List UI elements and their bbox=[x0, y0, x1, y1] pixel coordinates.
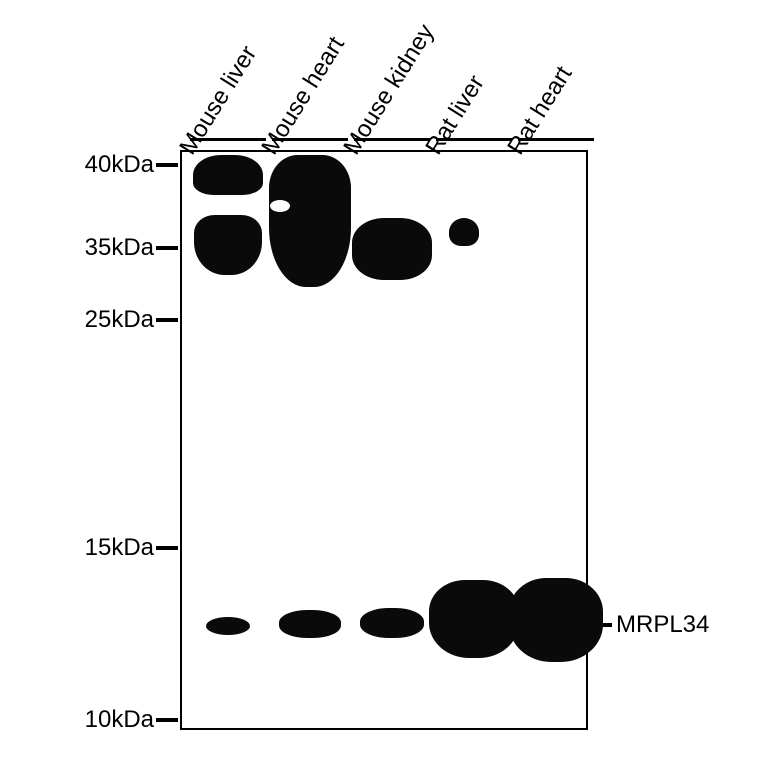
mw-marker-tick bbox=[156, 318, 178, 322]
protein-band bbox=[509, 578, 603, 662]
protein-band bbox=[429, 580, 519, 658]
lane-label: Rat heart bbox=[502, 61, 578, 160]
protein-band bbox=[194, 215, 262, 275]
mw-marker-label: 10kDa bbox=[40, 706, 154, 734]
mw-marker-tick bbox=[156, 163, 178, 167]
protein-band bbox=[270, 200, 290, 212]
mw-marker-tick bbox=[156, 718, 178, 722]
mw-marker-label: 25kDa bbox=[40, 306, 154, 334]
protein-band bbox=[449, 218, 479, 246]
protein-band bbox=[352, 218, 432, 280]
mw-marker-label: 40kDa bbox=[40, 151, 154, 179]
mw-marker-label: 35kDa bbox=[40, 234, 154, 262]
mw-marker-tick bbox=[156, 246, 178, 250]
protein-band bbox=[269, 155, 351, 287]
protein-band bbox=[206, 617, 250, 635]
protein-band bbox=[193, 155, 263, 195]
protein-name-label: MRPL34 bbox=[616, 611, 709, 639]
lane-label: Mouse liver bbox=[174, 41, 263, 160]
mw-marker-label: 15kDa bbox=[40, 534, 154, 562]
protein-band bbox=[192, 200, 264, 212]
lane-label: Rat liver bbox=[420, 71, 490, 160]
protein-band bbox=[360, 608, 424, 638]
mw-marker-tick bbox=[156, 546, 178, 550]
protein-band bbox=[279, 610, 341, 638]
